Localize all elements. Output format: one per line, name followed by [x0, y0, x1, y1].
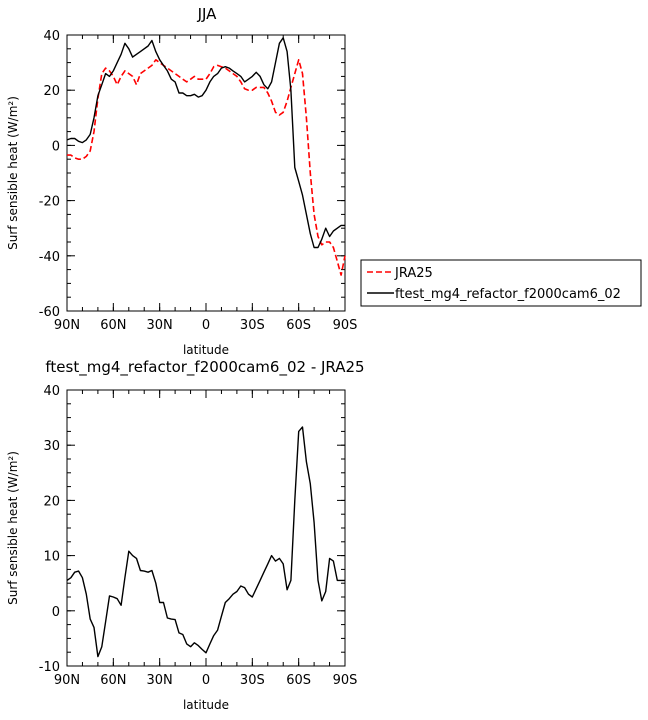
bottom-chart-title: ftest_mg4_refactor_f2000cam6_02 - JRA25: [45, 358, 364, 377]
y-tick-label: 40: [43, 29, 60, 44]
x-axis-label: latitude: [183, 343, 229, 357]
y-tick-label: -60: [39, 305, 60, 320]
y-tick-label: 20: [43, 84, 60, 99]
x-tick-label: 60N: [100, 318, 126, 333]
y-tick-label: 40: [43, 384, 60, 399]
x-tick-label: 60S: [286, 673, 311, 688]
y-tick-label: -10: [39, 660, 60, 675]
x-tick-label: 90N: [54, 318, 80, 333]
y-axis-label: Surf sensible heat (W/m²): [6, 451, 20, 605]
series-line-0: [66, 426, 345, 658]
y-tick-label: 0: [52, 605, 60, 620]
legend: JRA25 ftest_mg4_refactor_f2000cam6_02: [360, 259, 642, 307]
series-line-0: [67, 58, 346, 276]
x-tick-label: 90S: [333, 673, 358, 688]
x-tick-label: 90S: [333, 318, 358, 333]
top-chart: 90N 60N 30N 0 30S 60S 90S -60 -40 -20 0 20 40 latitud…: [6, 29, 357, 357]
bottom-chart: 90N 60N 30N 0 30S 60S 90S -10 0 10 20 30 40 latitude S…: [6, 384, 357, 712]
legend-label-1: ftest_mg4_refactor_f2000cam6_02: [395, 287, 621, 302]
x-tick-label: 60S: [286, 318, 311, 333]
x-tick-label: 30N: [147, 673, 173, 688]
legend-label-0: JRA25: [394, 266, 433, 281]
x-tick-label: 90N: [54, 673, 80, 688]
legend-box: [360, 259, 642, 307]
x-tick-label: 30S: [240, 673, 265, 688]
y-tick-label: -20: [39, 195, 60, 210]
y-axis-label: Surf sensible heat (W/m²): [6, 96, 20, 250]
x-tick-label: 0: [202, 673, 210, 688]
y-tick-label: 0: [52, 139, 60, 154]
x-axis-label: latitude: [183, 698, 229, 712]
x-tick-label: 30S: [240, 318, 265, 333]
y-tick-label: 20: [43, 494, 60, 509]
x-tick-label: 30N: [147, 318, 173, 333]
y-tick-label: 10: [43, 550, 60, 565]
x-tick-label: 60N: [100, 673, 126, 688]
top-chart-title: JJA: [197, 5, 218, 23]
series-line-1: [66, 37, 345, 249]
y-tick-label: 30: [43, 439, 60, 454]
y-tick-label: -40: [39, 250, 60, 265]
x-tick-label: 0: [202, 318, 210, 333]
